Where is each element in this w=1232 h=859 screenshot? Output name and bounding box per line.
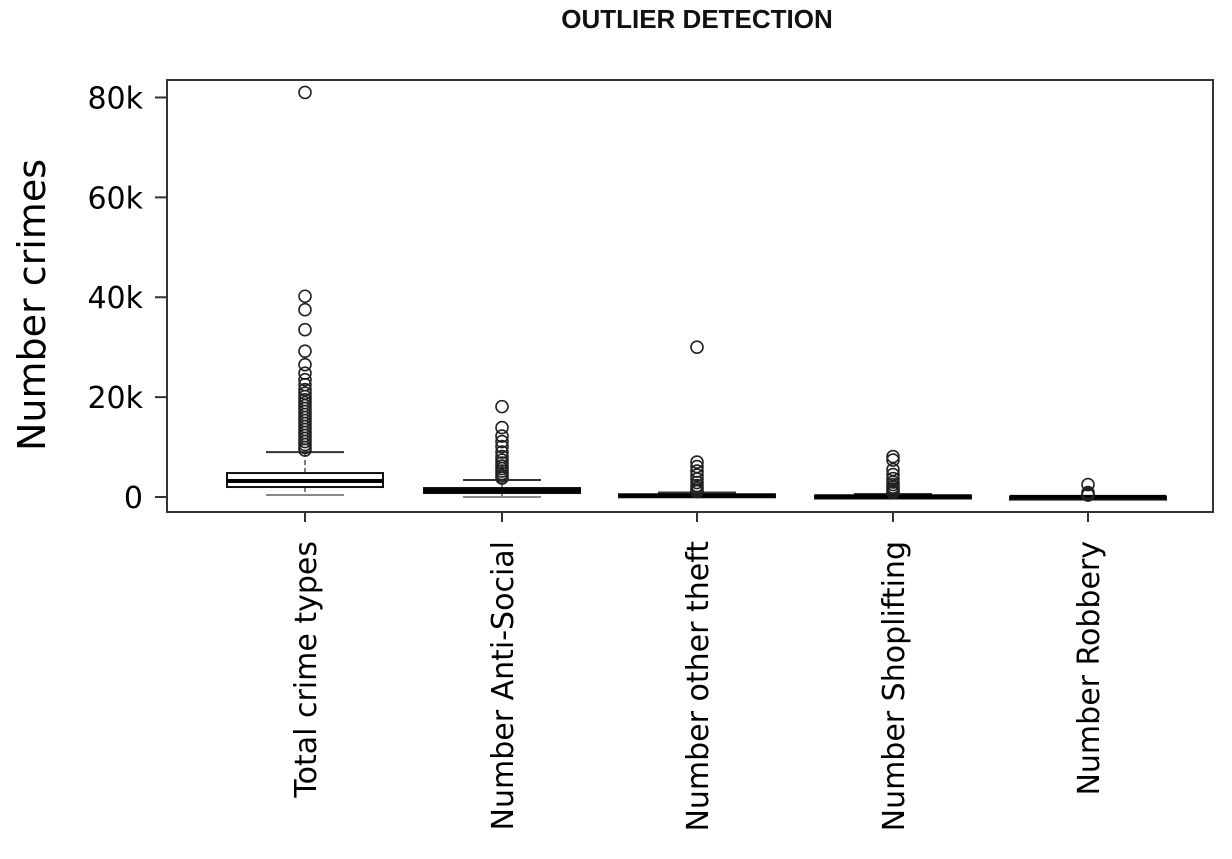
boxes-layer	[226, 85, 1167, 502]
outlier-point	[886, 449, 900, 464]
box-group	[618, 340, 776, 499]
outlier-point	[690, 468, 704, 482]
outlier-point	[495, 439, 509, 454]
outlier-point	[886, 453, 900, 467]
box-group	[1009, 477, 1167, 502]
x-tick-label: Number Anti-Social	[486, 541, 521, 830]
chart-title: OUTLIER DETECTION	[561, 4, 833, 34]
outlier-point	[495, 420, 509, 435]
outlier-point	[886, 485, 900, 500]
outlier-point	[1081, 488, 1095, 502]
outlier-point	[495, 445, 509, 459]
outlier-point	[298, 322, 312, 337]
outlier-point	[298, 85, 312, 100]
outlier-point	[495, 434, 509, 449]
y-tick-label: 80k	[87, 81, 143, 116]
outlier-point	[690, 455, 704, 469]
y-tick-label: 0	[124, 481, 143, 516]
box-group	[226, 85, 384, 497]
x-tick-label: Total crime types	[289, 541, 324, 799]
box-group	[814, 449, 972, 500]
x-tick-label: Number Shoplifting	[877, 541, 912, 831]
outlier-point	[298, 302, 312, 317]
outlier-point	[495, 429, 509, 443]
y-axis-label: Number crimes	[10, 159, 54, 451]
outlier-point	[298, 443, 312, 457]
y-axis: 0 20k 40k 60k 80k	[87, 81, 167, 516]
outlier-point	[495, 399, 509, 414]
x-tick-label: Number other theft	[681, 541, 716, 832]
y-tick-label: 60k	[87, 181, 143, 216]
outlier-point	[298, 357, 312, 372]
outlier-point	[298, 382, 312, 397]
y-tick-label: 20k	[87, 381, 143, 416]
y-tick-label: 40k	[87, 281, 143, 316]
x-axis-labels: Total crime types Number Anti-Social Numbe…	[289, 512, 1107, 832]
outlier-point	[690, 484, 704, 499]
x-tick-label: Number Robbery	[1072, 541, 1107, 796]
box-group	[423, 399, 581, 499]
outlier-point	[298, 372, 312, 387]
outlier-point	[495, 471, 509, 485]
outlier-point	[298, 344, 312, 358]
outlier-point	[298, 289, 312, 304]
outlier-point	[690, 340, 704, 354]
outlier-point	[1081, 477, 1095, 492]
plot-frame	[166, 79, 1214, 513]
